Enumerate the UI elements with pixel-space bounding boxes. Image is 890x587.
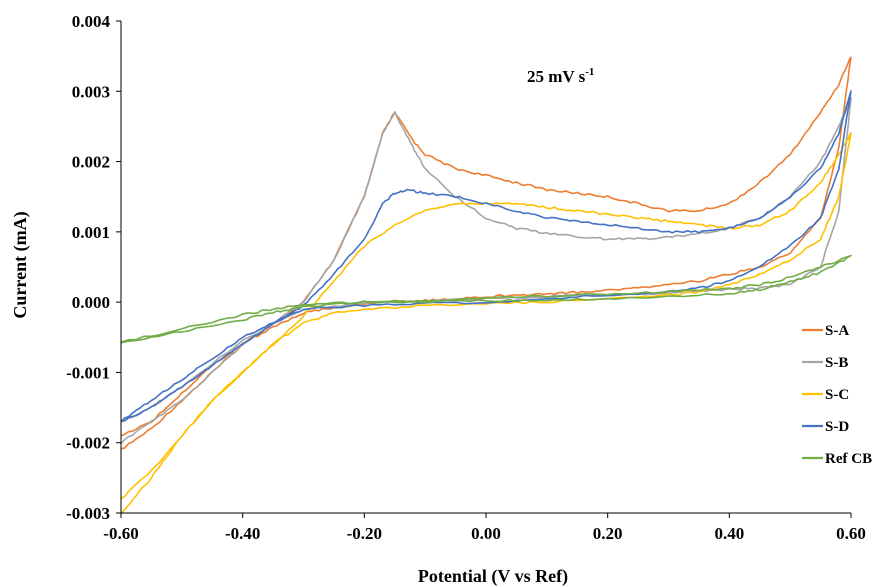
series-line-s-c [120, 132, 852, 515]
scan-rate-annotation: 25 mV s-1 [527, 66, 594, 86]
x-tick-label: 0.00 [471, 524, 501, 543]
x-tick-label: 0.20 [593, 524, 623, 543]
x-tick-label: -0.40 [225, 524, 260, 543]
legend-label-s-a: S-A [825, 323, 849, 339]
x-tick-label: 0.60 [836, 524, 866, 543]
scan-rate-annotation-main: 25 mV s [527, 67, 586, 86]
y-tick-label: -0.001 [66, 363, 110, 382]
axes [116, 20, 852, 518]
x-axis-title: Potential (V vs Ref) [418, 566, 568, 587]
y-tick-label: 0.000 [72, 293, 110, 312]
y-tick-label: 0.002 [72, 153, 110, 172]
legend: S-A S-B S-C S-D Ref CB [802, 323, 872, 467]
x-tick-label: 0.40 [714, 524, 744, 543]
series-line-s-d [120, 90, 852, 423]
scan-rate-annotation-sup: -1 [585, 66, 594, 78]
tick-labels: -0.60 -0.40 -0.20 0.00 0.20 0.40 0.60 -0.003 -0.… [66, 12, 866, 543]
y-axis-title: Current (mA) [10, 211, 31, 318]
x-tick-label: -0.20 [347, 524, 382, 543]
legend-label-ref-cb: Ref CB [825, 451, 872, 467]
legend-label-s-d: S-D [825, 419, 849, 435]
x-tick-label: -0.60 [103, 524, 138, 543]
series-line-ref-cb [120, 254, 852, 344]
y-tick-label: -0.003 [66, 504, 110, 523]
y-tick-label: 0.004 [72, 12, 111, 31]
legend-label-s-b: S-B [825, 355, 848, 371]
series-line-s-a [120, 56, 852, 450]
y-tick-label: -0.002 [66, 434, 110, 453]
y-tick-label: 0.001 [72, 223, 110, 242]
series-curves [120, 56, 852, 515]
legend-label-s-c: S-C [825, 387, 849, 403]
y-tick-label: 0.003 [72, 82, 110, 101]
